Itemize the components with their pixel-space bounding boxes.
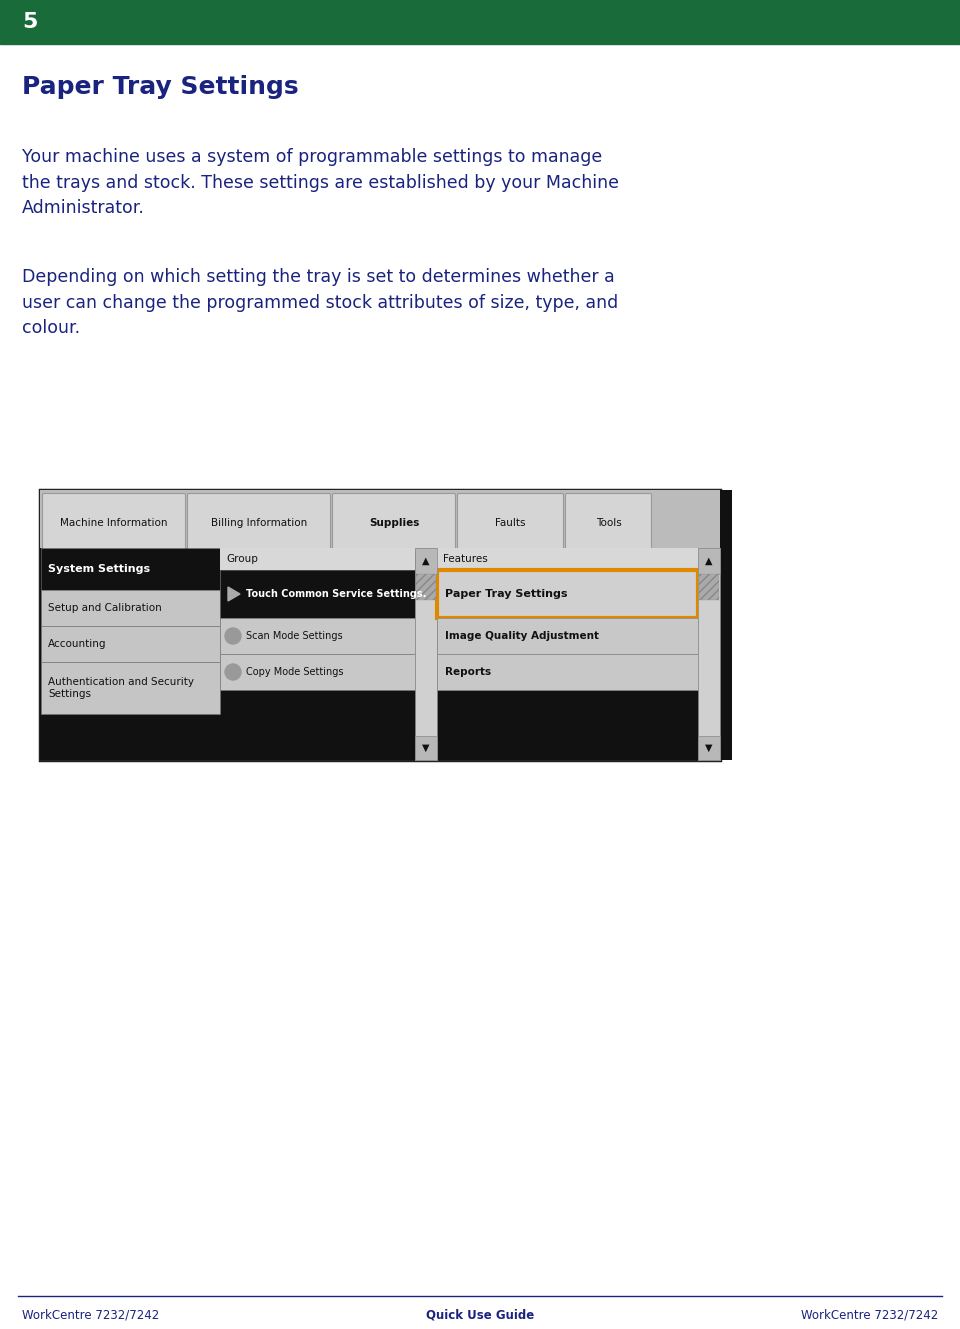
FancyBboxPatch shape xyxy=(187,493,330,553)
FancyBboxPatch shape xyxy=(332,493,455,553)
Bar xyxy=(416,574,436,599)
Bar xyxy=(415,548,437,760)
Text: ▲: ▲ xyxy=(706,556,712,566)
Bar xyxy=(41,548,220,590)
Text: Authentication and Security
Settings: Authentication and Security Settings xyxy=(48,678,194,699)
Bar xyxy=(40,548,720,760)
Text: Setup and Calibration: Setup and Calibration xyxy=(48,603,161,613)
Text: ▲: ▲ xyxy=(422,556,430,566)
Text: Depending on which setting the tray is set to determines whether a
user can chan: Depending on which setting the tray is s… xyxy=(22,268,618,338)
Text: Machine Information: Machine Information xyxy=(60,518,168,528)
Text: Paper Tray Settings: Paper Tray Settings xyxy=(445,589,567,599)
Bar xyxy=(437,654,698,690)
Text: Quick Use Guide: Quick Use Guide xyxy=(426,1308,534,1321)
FancyBboxPatch shape xyxy=(458,493,564,553)
Bar xyxy=(415,548,437,574)
Bar xyxy=(437,570,698,618)
Circle shape xyxy=(225,629,241,645)
Circle shape xyxy=(225,664,241,680)
Text: ▼: ▼ xyxy=(706,743,712,754)
Bar xyxy=(437,548,720,570)
Text: Scan Mode Settings: Scan Mode Settings xyxy=(246,631,343,641)
Text: Paper Tray Settings: Paper Tray Settings xyxy=(22,74,299,98)
FancyBboxPatch shape xyxy=(42,493,185,553)
Bar xyxy=(437,618,698,654)
Text: 5: 5 xyxy=(22,12,37,32)
Bar xyxy=(698,548,720,760)
Text: Faults: Faults xyxy=(495,518,526,528)
Bar xyxy=(0,0,960,44)
Bar xyxy=(40,490,720,760)
Bar xyxy=(41,590,220,626)
Bar xyxy=(415,736,437,760)
Bar xyxy=(698,736,720,760)
Text: Image Quality Adjustment: Image Quality Adjustment xyxy=(445,631,599,641)
Polygon shape xyxy=(228,587,240,601)
Bar xyxy=(41,626,220,662)
Bar xyxy=(220,570,415,618)
Bar xyxy=(699,574,719,599)
Bar xyxy=(220,654,415,690)
FancyBboxPatch shape xyxy=(565,493,652,553)
Text: WorkCentre 7232/7242: WorkCentre 7232/7242 xyxy=(801,1308,938,1321)
Text: Reports: Reports xyxy=(445,667,492,676)
Text: Features: Features xyxy=(443,554,488,563)
Text: Copy Mode Settings: Copy Mode Settings xyxy=(246,667,344,676)
Bar xyxy=(720,490,732,760)
Text: Billing Information: Billing Information xyxy=(211,518,307,528)
Bar xyxy=(698,548,720,574)
Text: Touch Common Service Settings.: Touch Common Service Settings. xyxy=(246,589,426,599)
Bar xyxy=(40,490,720,548)
Text: Your machine uses a system of programmable settings to manage
the trays and stoc: Your machine uses a system of programmab… xyxy=(22,148,619,218)
Bar xyxy=(41,662,220,714)
Text: Accounting: Accounting xyxy=(48,639,107,649)
Text: ▼: ▼ xyxy=(422,743,430,754)
Text: Group: Group xyxy=(226,554,258,563)
Text: Supplies: Supplies xyxy=(369,518,420,528)
Text: WorkCentre 7232/7242: WorkCentre 7232/7242 xyxy=(22,1308,159,1321)
Bar xyxy=(220,548,415,570)
Text: System Settings: System Settings xyxy=(48,563,150,574)
Bar xyxy=(220,618,415,654)
Text: Tools: Tools xyxy=(595,518,621,528)
